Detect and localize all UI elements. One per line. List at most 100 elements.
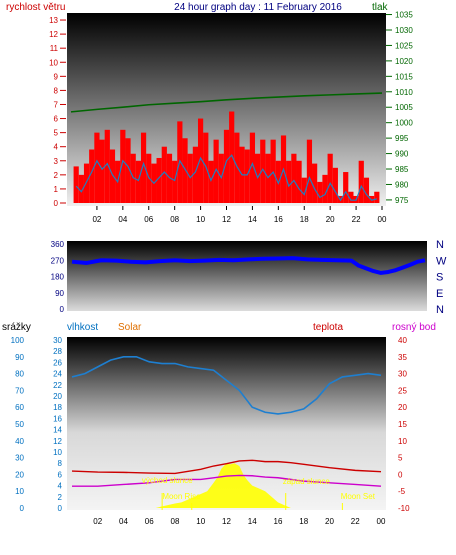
temperature-tick-label: -10 <box>398 504 410 513</box>
wind-tick-label: 11 <box>50 44 59 53</box>
humidity-tick-label: 14 <box>53 426 62 435</box>
x-tick-label: 08 <box>170 215 179 224</box>
annotation-label: Moon Rise <box>162 492 201 501</box>
x-tick-label: 08 <box>171 517 180 526</box>
wind-gust-bar <box>192 146 198 203</box>
annotation-label: Moon Set <box>341 492 376 501</box>
wind-gust-bar <box>301 177 307 203</box>
x-tick-label: 12 <box>222 517 231 526</box>
wind-tick-label: 3 <box>54 157 59 166</box>
pressure-tick-label: 1010 <box>395 88 413 97</box>
rain-tick-label: 70 <box>15 386 24 395</box>
dewpoint-line <box>72 474 382 487</box>
wind-tick-label: 0 <box>54 199 59 208</box>
wind-gust-bar <box>260 139 266 203</box>
pressure-tick-label: 1020 <box>395 57 413 66</box>
temperature-axis-title: teplota <box>313 322 343 333</box>
pressure-tick-label: 985 <box>395 165 409 174</box>
direction-tick-label: 0 <box>60 305 65 314</box>
annotation-label: západ slunce <box>283 477 331 486</box>
rain-tick-label: 0 <box>20 504 25 513</box>
wind-tick-label: 9 <box>54 72 59 81</box>
solar-area <box>155 463 291 508</box>
pressure-tick-label: 995 <box>395 134 409 143</box>
x-tick-label: 20 <box>326 215 335 224</box>
wind-tick-label: 10 <box>49 58 58 67</box>
temperature-tick-label: 10 <box>398 437 407 446</box>
rain-tick-label: 100 <box>11 336 25 345</box>
humidity-tick-label: 2 <box>58 493 63 502</box>
humidity-tick-label: 24 <box>53 370 62 379</box>
wind-gust-bar <box>213 139 219 203</box>
wind-gust-bar <box>343 172 349 203</box>
wind-gust-bar <box>161 146 167 203</box>
wind-gust-bar <box>94 132 100 203</box>
wind-gust-bar <box>109 149 116 203</box>
wind-gust-bar <box>317 181 323 203</box>
rain-tick-label: 60 <box>15 403 24 412</box>
humidity-tick-label: 18 <box>53 403 62 412</box>
wind-gust-bar <box>358 160 364 203</box>
wind-gust-bar <box>374 191 380 203</box>
annotation-label: východ slunce <box>142 476 193 485</box>
pressure-tick-label: 980 <box>395 180 409 189</box>
temperature-line <box>71 459 382 475</box>
wind-gust-bar <box>327 153 333 203</box>
wind-gust-bar <box>156 157 162 203</box>
direction-compass-label: N <box>436 239 444 251</box>
rain-tick-label: 30 <box>15 454 24 463</box>
wind-tick-label: 13 <box>49 16 58 25</box>
humidity-tick-label: 30 <box>53 336 62 345</box>
temperature-tick-label: -5 <box>398 487 406 496</box>
wind-gust-bar <box>73 166 79 203</box>
direction-compass-label: W <box>436 255 447 267</box>
wind-gust-bar <box>99 139 105 203</box>
x-tick-label: 14 <box>248 215 257 224</box>
wind-direction-trace <box>71 256 426 275</box>
x-tick-label: 06 <box>144 215 153 224</box>
x-tick-label: 14 <box>248 517 257 526</box>
rain-tick-label: 90 <box>15 353 24 362</box>
temperature-tick-label: 35 <box>398 353 407 362</box>
rain-tick-label: 40 <box>15 437 24 446</box>
wind-gust-bar <box>296 160 302 203</box>
humidity-tick-label: 4 <box>58 482 63 491</box>
wind-tick-label: 2 <box>54 171 59 180</box>
humidity-tick-label: 0 <box>58 504 63 513</box>
wind-tick-label: 6 <box>54 115 59 124</box>
x-tick-label: 16 <box>274 517 283 526</box>
humidity-tick-label: 26 <box>53 358 62 367</box>
x-tick-label: 18 <box>299 517 308 526</box>
pressure-tick-label: 1015 <box>395 72 413 81</box>
x-tick-label: 10 <box>196 517 205 526</box>
wind-gust-bar <box>89 149 95 203</box>
wind-gust-bar <box>249 132 256 203</box>
wind-gust-bar <box>291 153 297 203</box>
wind-tick-label: 12 <box>49 30 58 39</box>
rain-tick-label: 10 <box>15 487 24 496</box>
temperature-tick-label: 30 <box>398 370 407 379</box>
x-tick-label: 16 <box>274 215 283 224</box>
wind-gust-bar <box>223 129 230 203</box>
wind-gust-bar <box>332 167 338 203</box>
temperature-tick-label: 20 <box>398 403 407 412</box>
humidity-tick-label: 28 <box>53 347 62 356</box>
wind-tick-label: 8 <box>54 86 59 95</box>
humidity-tick-label: 20 <box>53 392 62 401</box>
rain-axis-title: srážky <box>2 322 31 333</box>
temperature-tick-label: 25 <box>398 386 407 395</box>
chart-marks: 0123456789101112139759809859909951000100… <box>11 11 447 526</box>
wind-gust-bar <box>306 139 313 203</box>
wind-gust-bar <box>104 129 110 203</box>
humidity-tick-label: 8 <box>58 459 63 468</box>
humidity-line <box>71 355 382 415</box>
wind-gust-bar <box>120 129 126 203</box>
x-tick-label: 18 <box>300 215 309 224</box>
solar-axis-title: Solar <box>118 322 142 333</box>
dewpoint-axis-title: rosný bod <box>392 322 436 333</box>
panel-direction-bg <box>67 241 427 311</box>
wind-gust-bar <box>78 174 84 203</box>
x-tick-label: 00 <box>377 517 386 526</box>
